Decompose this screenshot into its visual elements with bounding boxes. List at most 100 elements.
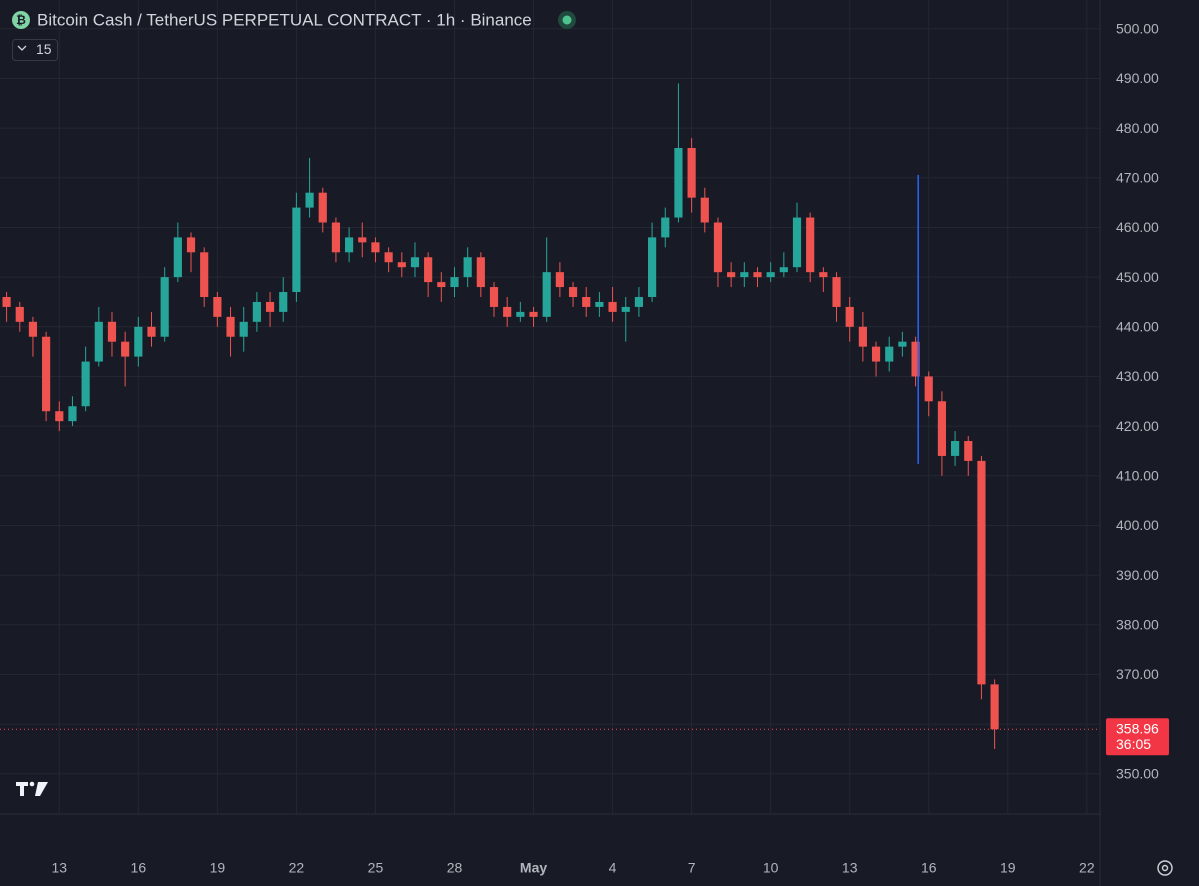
candle-body [94,321,103,362]
candle-body [28,321,38,337]
y-tick-label: 420.00 [1116,418,1159,434]
coin-icon-glyph: ₿ [16,13,26,27]
y-tick-label: 440.00 [1116,318,1159,334]
y-tick-label: 400.00 [1116,517,1159,533]
x-tick-label: 19 [1000,860,1016,876]
x-tick-label: 16 [921,860,937,876]
candle-body [871,346,881,362]
candle-body [81,361,90,407]
candle-body [990,684,999,730]
candle-body [107,321,117,342]
candle-body [15,306,24,322]
candle-body [753,272,762,278]
candle-body [2,296,11,307]
candle-body [648,237,657,297]
candle-body [832,277,841,307]
time-axis: 13 16 19 22 25 28 May 4 7 10 13 16 19 22 [51,860,1094,876]
tv-logo [16,781,48,796]
candle-body [911,341,920,377]
candle-body [951,441,960,456]
x-tick-label: 13 [51,860,67,876]
candle-body [186,237,196,253]
candle-body [226,316,235,337]
y-tick-label: 480.00 [1116,120,1159,136]
status-dot [562,15,572,25]
last-price-box [1106,718,1169,756]
overlay [0,174,1100,730]
candle-body [318,192,327,223]
settings-icon[interactable] [1157,860,1173,876]
y-tick-label: 350.00 [1116,765,1159,781]
candle-body [345,237,354,253]
candle-body [937,401,946,456]
candle-body [68,406,77,422]
candle-body [476,257,485,288]
candle-body [898,341,907,347]
candle-body [555,272,564,288]
y-tick-label: 380.00 [1116,616,1159,632]
candle-body [305,192,314,208]
candle-body [371,242,380,253]
x-tick-label: 16 [131,860,147,876]
candle-body [55,411,64,422]
candle-body [331,222,341,253]
candle-body [503,306,512,317]
countdown-label: 36:05 [1116,736,1151,752]
candle-body [885,346,894,362]
y-tick-label: 370.00 [1116,666,1159,682]
candle-body [661,217,670,238]
x-tick-label: 22 [1079,860,1095,876]
y-tick-label: 470.00 [1116,170,1159,186]
coin-icon [12,11,30,29]
candle-body [819,272,828,278]
y-tick-label: 460.00 [1116,219,1159,235]
candle-body [687,148,696,198]
candle-body [977,460,986,685]
x-tick-label: May [520,860,547,876]
x-tick-label: 7 [688,860,696,876]
chart-title: Bitcoin Cash / TetherUS PERPETUAL CONTRA… [37,10,532,29]
x-tick-label: 10 [763,860,779,876]
candle-body [674,148,683,218]
y-tick-label: 500.00 [1116,21,1159,37]
candle-body [727,272,736,278]
candle-body [634,296,644,307]
candle-body [134,326,143,357]
candle-body [568,287,578,297]
y-tick-label: 430.00 [1116,368,1159,384]
candle-body [463,257,472,278]
candle-body [700,197,709,223]
candle-body [489,287,499,307]
candle-body [779,267,788,273]
candle-body [42,336,51,412]
candle-body [858,326,867,347]
price-axis: 350.00360.00370.00380.00390.00400.00410.… [1106,21,1169,781]
candle-body [542,272,551,317]
x-tick-label: 4 [609,860,617,876]
x-tick-label: 13 [842,860,858,876]
candle-body [410,257,420,268]
candle-body [964,441,973,461]
candle-body [213,296,222,317]
candle-body [845,306,854,327]
y-tick-label: 490.00 [1116,70,1159,86]
candle-body [121,341,130,357]
candle-body [529,311,538,317]
candle-body [924,376,933,402]
candle-body [252,301,261,322]
candle-body [516,311,525,317]
candle-body [147,326,156,337]
candle-body [792,217,802,268]
interval-badge[interactable] [12,39,58,61]
interval-value: 15 [36,41,52,57]
x-tick-label: 22 [289,860,305,876]
candle-body [200,252,209,297]
y-tick-label: 390.00 [1116,567,1159,583]
badge-chevron [17,45,27,51]
grid [0,0,1100,814]
candle-body [450,277,459,288]
candles [2,83,999,749]
x-tick-label: 25 [368,860,384,876]
